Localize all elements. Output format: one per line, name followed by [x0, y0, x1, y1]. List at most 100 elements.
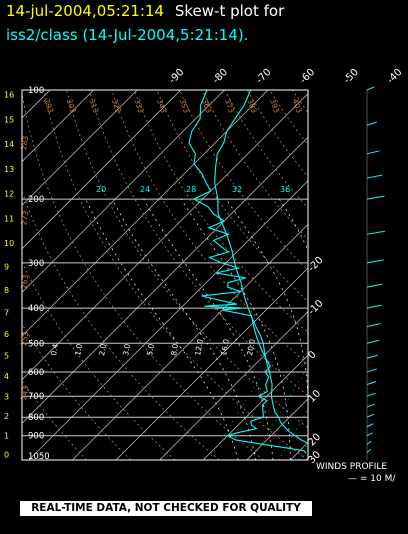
- pressure-label-900: 900: [28, 432, 44, 442]
- height-label-8: 8: [4, 286, 9, 295]
- moist-adiabat: [111, 198, 256, 460]
- moist-adiabat: [337, 199, 359, 460]
- isotherm-label: -20: [306, 255, 325, 274]
- isotherm: [22, 90, 94, 163]
- wind-barb: [366, 323, 381, 328]
- mixing-ratio-line: [315, 358, 371, 460]
- temperature-trace: [214, 90, 308, 444]
- moist-adiabat: [279, 198, 308, 251]
- height-label-4: 4: [4, 372, 9, 381]
- wind-barb: [366, 304, 382, 309]
- dry-adiabat-label: 263: [19, 274, 30, 290]
- report-title: Skew-t plot for: [174, 2, 285, 20]
- wind-barb: [366, 413, 375, 418]
- dry-adiabat: [246, 90, 308, 178]
- dry-adiabat: [111, 90, 308, 365]
- moist-adiabat-label: 5.0: [145, 343, 156, 357]
- dry-adiabat-label: 283: [19, 135, 30, 151]
- isotherm: [22, 90, 269, 337]
- isotherm: [115, 267, 308, 460]
- moist-adiabat-label: 1.0: [73, 343, 84, 357]
- moist-adiabat: [180, 198, 291, 460]
- isotherm: [22, 90, 182, 250]
- wind-barb: [366, 381, 377, 386]
- wind-barb: [366, 403, 375, 408]
- pressure-label-100: 100: [28, 86, 44, 96]
- pressure-label-1050: 1050: [28, 452, 50, 462]
- pressure-label-600: 600: [28, 368, 44, 378]
- isotherm-label: -40: [385, 67, 404, 86]
- wind-barb: [366, 448, 371, 453]
- dry-adiabat: [22, 322, 132, 460]
- dry-adiabat: [269, 90, 308, 146]
- isotherm: [22, 90, 225, 293]
- dry-adiabat: [156, 90, 308, 303]
- isotherm: [246, 398, 308, 460]
- moist-adiabat: [85, 198, 239, 460]
- wind-barb: [366, 174, 383, 179]
- moist-adiabat-label: 20.0: [245, 338, 257, 356]
- dry-adiabat-label: 253: [19, 331, 30, 347]
- wind-barb: [366, 423, 374, 428]
- height-label-14: 14: [4, 140, 14, 149]
- dry-adiabat: [43, 90, 308, 460]
- dry-adiabat-label: 243: [19, 385, 30, 401]
- pressure-label-700: 700: [28, 392, 44, 402]
- mixing-ratio-label: 28: [186, 185, 196, 194]
- wind-barb: [366, 339, 380, 344]
- dry-adiabat-label: 373: [223, 98, 236, 115]
- isotherm-label: -80: [211, 67, 230, 86]
- dry-adiabat: [22, 261, 176, 460]
- moist-adiabat-label: 0.4: [49, 343, 60, 357]
- moist-adiabat-label: 2.0: [97, 343, 108, 357]
- dry-adiabat-label: 313: [87, 98, 100, 115]
- isotherm-label: -50: [342, 67, 361, 86]
- moist-adiabat-label: 8.0: [169, 343, 180, 357]
- dry-adiabat: [22, 190, 220, 460]
- wind-barb: [366, 259, 384, 264]
- dry-adiabat-label: 323: [110, 98, 123, 115]
- moist-adiabat-label: 16.0: [219, 338, 231, 356]
- wind-barb: [366, 121, 377, 126]
- wind-barb: [366, 368, 377, 373]
- wind-barb: [366, 150, 380, 155]
- height-label-12: 12: [4, 190, 14, 199]
- dry-adiabat-label: 353: [178, 98, 191, 115]
- isotherm-label: 20: [306, 432, 323, 449]
- isotherm: [22, 136, 308, 424]
- dry-adiabat-label: 383: [245, 98, 258, 115]
- isotherm: [202, 354, 308, 460]
- mixing-ratio-label: 36: [280, 185, 290, 194]
- height-label-7: 7: [4, 308, 9, 317]
- dry-adiabat: [88, 90, 308, 397]
- pressure-label-400: 400: [28, 304, 44, 314]
- dry-adiabat: [224, 90, 308, 209]
- height-label-6: 6: [4, 330, 9, 339]
- height-label-9: 9: [4, 263, 9, 272]
- quality-warning: REAL-TIME DATA, NOT CHECKED FOR QUALITY: [20, 501, 312, 516]
- wind-barb: [366, 440, 372, 445]
- isotherm: [28, 180, 308, 460]
- moist-adiabat: [225, 198, 308, 460]
- height-label-1: 1: [4, 432, 9, 441]
- dry-adiabat: [315, 90, 408, 460]
- dewpoint-trace: [188, 90, 307, 454]
- winds-profile-label: WINDS PROFILE: [316, 462, 388, 472]
- wind-barb: [366, 86, 375, 91]
- dry-adiabat: [201, 90, 308, 240]
- wind-barb: [366, 230, 386, 235]
- mixing-ratio-line: [208, 358, 273, 460]
- dry-adiabat: [292, 90, 308, 114]
- height-label-5: 5: [4, 351, 9, 360]
- height-label-10: 10: [4, 239, 14, 248]
- dry-adiabat-label: 303: [65, 98, 78, 115]
- height-label-0: 0: [4, 450, 9, 459]
- mixing-ratio-line: [251, 365, 308, 460]
- isotherm: [378, 90, 408, 460]
- report-date: 14-jul-2004,05:21:14: [6, 2, 165, 20]
- pressure-label-800: 800: [28, 413, 44, 423]
- dry-adiabat-label: 273: [19, 210, 30, 226]
- source-label: iss2/class (14-Jul-2004,5:21:14).: [6, 26, 249, 44]
- isotherm: [72, 223, 308, 460]
